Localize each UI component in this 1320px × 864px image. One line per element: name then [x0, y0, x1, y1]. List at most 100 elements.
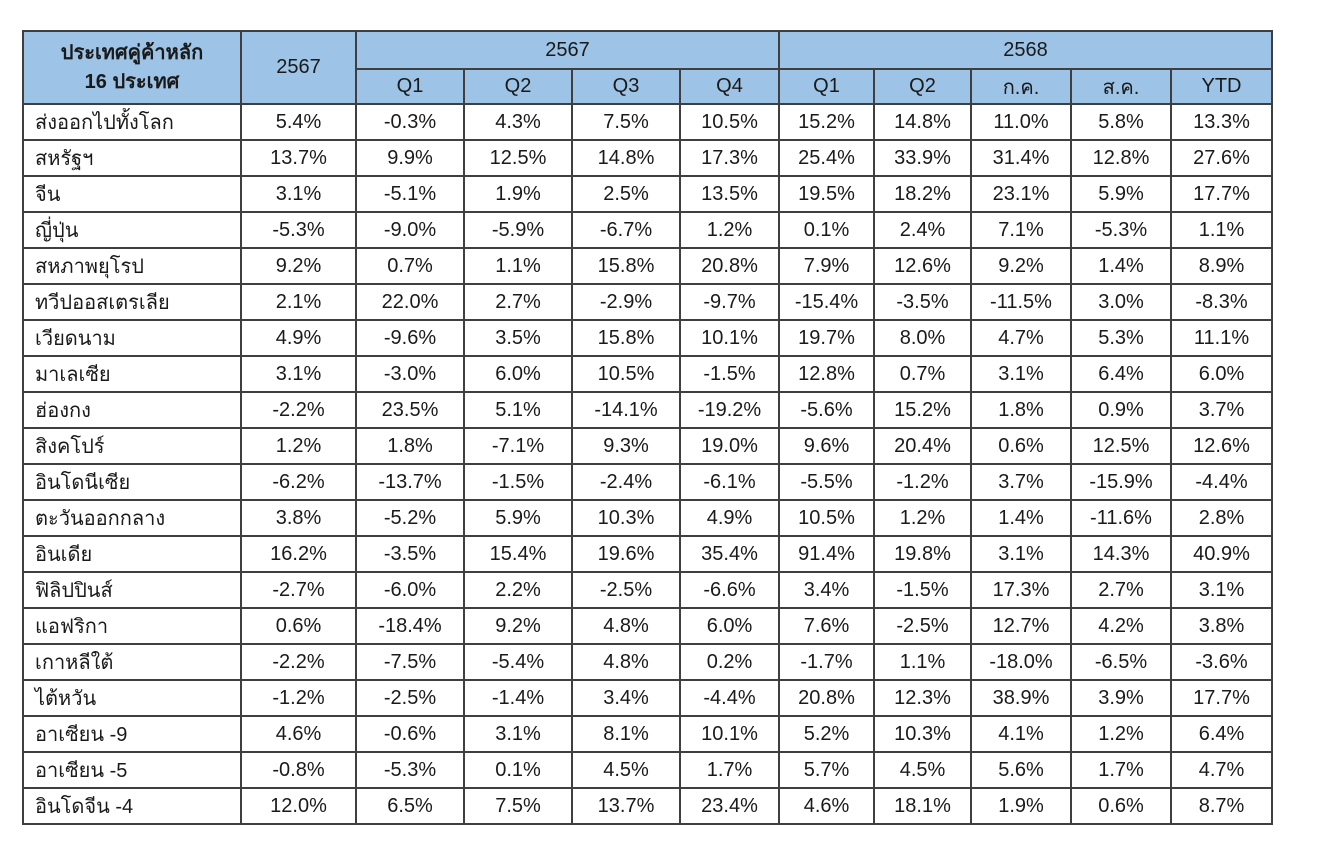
- value-cell: 33.9%: [873, 139, 972, 177]
- value-cell: 3.7%: [1170, 391, 1273, 429]
- table-row: สิงคโปร์ 1.2% 1.8% -7.1% 9.3% 19.0% 9.6% 20.4% 0…: [22, 427, 1273, 465]
- value-cell: -2.7%: [240, 571, 357, 609]
- value-cell: 0.1%: [463, 751, 573, 789]
- value-cell: 5.9%: [1070, 175, 1172, 213]
- value-cell: -15.9%: [1070, 463, 1172, 501]
- table-row: ตะวันออกกลาง 3.8% -5.2% 5.9% 10.3% 4.9% 10.5% 1…: [22, 499, 1273, 537]
- header-sub-aug-2568: ส.ค.: [1070, 68, 1172, 105]
- value-cell: -2.5%: [355, 679, 465, 717]
- value-cell: -9.7%: [679, 283, 780, 321]
- value-cell: 1.4%: [1070, 247, 1172, 285]
- value-cell: 11.0%: [970, 103, 1072, 141]
- value-cell: 2.5%: [571, 175, 681, 213]
- value-cell: -0.8%: [240, 751, 357, 789]
- value-cell: 15.2%: [873, 391, 972, 429]
- value-cell: 1.8%: [970, 391, 1072, 429]
- value-cell: 31.4%: [970, 139, 1072, 177]
- value-cell: 11.1%: [1170, 319, 1273, 357]
- country-cell: เกาหลีใต้: [22, 643, 242, 681]
- value-cell: 13.7%: [240, 139, 357, 177]
- value-cell: 13.3%: [1170, 103, 1273, 141]
- value-cell: 0.7%: [355, 247, 465, 285]
- value-cell: 6.0%: [679, 607, 780, 645]
- header-sub-q1-2567: Q1: [355, 68, 465, 105]
- value-cell: 7.9%: [778, 247, 875, 285]
- header-sub-q3-2567: Q3: [571, 68, 681, 105]
- value-cell: -2.5%: [571, 571, 681, 609]
- value-cell: 17.7%: [1170, 175, 1273, 213]
- value-cell: 4.7%: [970, 319, 1072, 357]
- value-cell: 10.5%: [571, 355, 681, 393]
- value-cell: 12.5%: [463, 139, 573, 177]
- value-cell: 17.3%: [679, 139, 780, 177]
- value-cell: 0.2%: [679, 643, 780, 681]
- table-row: สหรัฐฯ 13.7% 9.9% 12.5% 14.8% 17.3% 25.4% 33.9%…: [22, 139, 1273, 177]
- value-cell: 1.2%: [1070, 715, 1172, 753]
- trade-table-container: ประเทศคู่ค้าหลัก 16 ประเทศ 2567 2567 256…: [22, 30, 1273, 825]
- value-cell: 3.8%: [240, 499, 357, 537]
- value-cell: 0.1%: [778, 211, 875, 249]
- header-sub-ytd-2568: YTD: [1170, 68, 1273, 105]
- table-row: ไต้หวัน -1.2% -2.5% -1.4% 3.4% -4.4% 20.8% 12.3…: [22, 679, 1273, 717]
- header-annual-2567: 2567: [240, 30, 357, 105]
- value-cell: -14.1%: [571, 391, 681, 429]
- header-country-line2: 16 ประเทศ: [84, 70, 180, 93]
- value-cell: 19.6%: [571, 535, 681, 573]
- country-cell: ฮ่องกง: [22, 391, 242, 429]
- value-cell: 23.1%: [970, 175, 1072, 213]
- value-cell: 1.9%: [970, 787, 1072, 825]
- value-cell: 10.1%: [679, 715, 780, 753]
- value-cell: 20.8%: [778, 679, 875, 717]
- country-cell: จีน: [22, 175, 242, 213]
- value-cell: 2.4%: [873, 211, 972, 249]
- value-cell: -1.5%: [463, 463, 573, 501]
- country-cell: อินโดจีน -4: [22, 787, 242, 825]
- value-cell: 17.7%: [1170, 679, 1273, 717]
- value-cell: 5.2%: [778, 715, 875, 753]
- table-row: ฮ่องกง -2.2% 23.5% 5.1% -14.1% -19.2% -5.6% 15.…: [22, 391, 1273, 429]
- value-cell: 19.0%: [679, 427, 780, 465]
- value-cell: -6.6%: [679, 571, 780, 609]
- value-cell: 3.5%: [463, 319, 573, 357]
- value-cell: 4.9%: [240, 319, 357, 357]
- value-cell: -2.9%: [571, 283, 681, 321]
- value-cell: -8.3%: [1170, 283, 1273, 321]
- value-cell: 6.4%: [1070, 355, 1172, 393]
- value-cell: 12.3%: [873, 679, 972, 717]
- value-cell: 14.3%: [1070, 535, 1172, 573]
- value-cell: 1.4%: [970, 499, 1072, 537]
- country-cell: มาเลเซีย: [22, 355, 242, 393]
- country-cell: อาเซียน -5: [22, 751, 242, 789]
- value-cell: 9.9%: [355, 139, 465, 177]
- value-cell: 1.2%: [240, 427, 357, 465]
- value-cell: -3.5%: [355, 535, 465, 573]
- value-cell: 3.0%: [1070, 283, 1172, 321]
- value-cell: 1.7%: [679, 751, 780, 789]
- value-cell: 1.8%: [355, 427, 465, 465]
- value-cell: -6.5%: [1070, 643, 1172, 681]
- value-cell: 1.1%: [463, 247, 573, 285]
- value-cell: -7.1%: [463, 427, 573, 465]
- value-cell: 12.7%: [970, 607, 1072, 645]
- value-cell: -1.2%: [240, 679, 357, 717]
- value-cell: -1.7%: [778, 643, 875, 681]
- header-sub-q2-2567: Q2: [463, 68, 573, 105]
- value-cell: 5.8%: [1070, 103, 1172, 141]
- value-cell: 7.5%: [463, 787, 573, 825]
- value-cell: 7.6%: [778, 607, 875, 645]
- value-cell: 19.5%: [778, 175, 875, 213]
- value-cell: 1.1%: [1170, 211, 1273, 249]
- value-cell: 1.1%: [873, 643, 972, 681]
- value-cell: 4.1%: [970, 715, 1072, 753]
- value-cell: 3.4%: [571, 679, 681, 717]
- table-row: อินเดีย 16.2% -3.5% 15.4% 19.6% 35.4% 91.4% 19.…: [22, 535, 1273, 573]
- value-cell: 19.8%: [873, 535, 972, 573]
- trade-table: ประเทศคู่ค้าหลัก 16 ประเทศ 2567 2567 256…: [22, 30, 1273, 825]
- value-cell: 7.1%: [970, 211, 1072, 249]
- value-cell: 8.9%: [1170, 247, 1273, 285]
- country-cell: อินเดีย: [22, 535, 242, 573]
- value-cell: 12.0%: [240, 787, 357, 825]
- value-cell: 2.2%: [463, 571, 573, 609]
- value-cell: 3.1%: [240, 175, 357, 213]
- value-cell: 8.0%: [873, 319, 972, 357]
